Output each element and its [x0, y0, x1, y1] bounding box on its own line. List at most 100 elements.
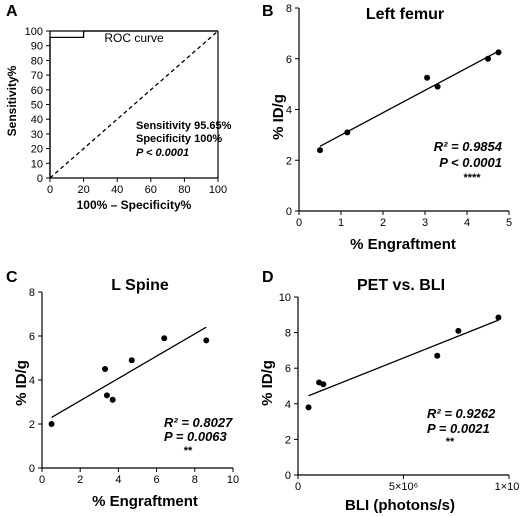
panel-a-title: ROC curve	[104, 31, 164, 45]
panel-c-x-tick-label: 8	[192, 474, 198, 486]
panel-d-annotation-r2: R² = 0.9262	[427, 406, 496, 421]
panel-c-title: L Spine	[111, 277, 169, 294]
panel-d-y-tick-label: 0	[285, 470, 291, 482]
panel-c-annotation-r2: R² = 0.8027	[164, 415, 233, 430]
panel-d-y-tick-label: 8	[285, 328, 291, 340]
panel-d-data-point	[434, 352, 441, 359]
panel-a-ylabel: Sensitivity%	[5, 65, 19, 136]
panel-a-annotation-specificity: Specificity 100%	[136, 133, 222, 145]
panel-d-title: PET vs. BLI	[357, 277, 445, 294]
panel-d-annotation-stars: **	[446, 436, 455, 448]
panel-c-data-point	[161, 335, 168, 342]
panel-a-y-tick-label: 30	[31, 129, 43, 141]
panel-d-regression-line	[308, 319, 499, 397]
panel-a-y-tick-label: 40	[31, 114, 43, 126]
panel-c-letter: C	[6, 269, 18, 286]
panel-a-x-tick-label: 100	[209, 184, 227, 196]
panel-b-x-tick-label: 4	[464, 217, 470, 229]
panel-c-regression-line	[51, 326, 207, 418]
panel-a-roc: A ROC curve Sensitivity% 100% – Specific…	[5, 3, 232, 212]
panel-b-letter: B	[262, 3, 274, 20]
panel-d-y-tick-label: 10	[279, 292, 291, 304]
panel-d-x-tick-label: 1×10⁷	[495, 481, 520, 493]
panel-d-ylabel: % ID/g	[259, 360, 276, 406]
panel-b-data-point	[485, 55, 491, 62]
panel-b-x-tick-label: 2	[380, 217, 386, 229]
panel-c-x-tick-label: 10	[227, 474, 239, 486]
panel-c-data-point	[109, 396, 116, 403]
panel-c-data-point	[103, 392, 110, 399]
panel-d-letter: D	[262, 269, 274, 286]
reference-diagonal-line	[49, 30, 219, 179]
panel-c-x-tick-label: 4	[115, 474, 121, 486]
panel-c-l-spine: C L Spine % ID/g % Engraftment R² = 0.80…	[6, 269, 239, 510]
panel-a-y-tick-label: 0	[37, 173, 43, 185]
panel-b-data-point	[317, 147, 323, 154]
panel-c-y-tick-label: 0	[29, 463, 35, 475]
panel-a-letter: A	[6, 3, 18, 20]
panel-b-y-tick-label: 4	[286, 105, 292, 117]
panel-a-y-tick-label: 20	[31, 144, 43, 156]
panel-c-annotation-stars: **	[184, 445, 193, 457]
panel-a-x-tick-label: 0	[47, 184, 53, 196]
panel-b-annotation-r2: R² = 0.9854	[434, 139, 503, 154]
panel-b-x-tick-label: 1	[338, 217, 344, 229]
panel-d-y-tick-label: 2	[285, 434, 291, 446]
panel-d-y-tick-label: 6	[285, 363, 291, 375]
panel-d-data-point	[495, 314, 502, 321]
panel-b-annotation-stars: ****	[463, 172, 481, 184]
panel-c-annotation-pvalue: P = 0.0063	[164, 429, 228, 444]
panel-c-x-tick-label: 2	[77, 474, 83, 486]
panel-b-title: Left femur	[366, 6, 444, 23]
panel-b-y-tick-label: 6	[286, 54, 292, 66]
panel-a-y-tick-label: 50	[31, 100, 43, 112]
panel-a-y-tick-label: 70	[31, 70, 43, 82]
panel-a-y-tick-label: 100	[25, 26, 43, 38]
panel-b-x-tick-label: 5	[506, 217, 512, 229]
panel-b-data-point	[495, 49, 502, 56]
panel-b-y-tick-label: 2	[286, 155, 292, 167]
panel-c-x-tick-label: 0	[39, 474, 45, 486]
panel-d-x-tick-label: 0	[295, 481, 301, 493]
panel-c-xlabel: % Engraftment	[92, 493, 198, 510]
panel-c-data-point	[128, 357, 135, 364]
panel-d-data-point	[305, 404, 312, 411]
panel-b-ylabel: % ID/g	[270, 94, 287, 140]
panel-b-x-tick-label: 0	[296, 217, 302, 229]
panel-b-data-point	[434, 83, 441, 90]
panel-a-y-tick-label: 80	[31, 55, 43, 67]
panel-c-data-point	[203, 337, 210, 344]
panel-c-data-point	[102, 366, 109, 372]
panel-d-annotation-pvalue: P = 0.0021	[427, 421, 490, 436]
panel-b-left-femur: B Left femur % ID/g % Engraftment R² = 0…	[262, 3, 512, 253]
panel-a-x-tick-label: 40	[111, 184, 123, 196]
panel-a-annotation-sensitivity: Sensitivity 95.65%	[136, 120, 232, 132]
panel-c-ylabel: % ID/g	[13, 360, 30, 406]
panel-a-xlabel: 100% – Specificity%	[77, 198, 192, 212]
panel-d-y-tick-label: 4	[285, 399, 291, 411]
panel-d-x-tick-label: 5×10⁶	[389, 481, 418, 493]
panel-c-y-tick-label: 2	[29, 419, 35, 431]
panel-a-y-tick-label: 90	[31, 41, 43, 53]
panel-a-y-tick-label: 10	[31, 158, 43, 170]
panel-b-y-tick-label: 0	[286, 206, 292, 218]
panel-c-y-tick-label: 8	[29, 287, 35, 299]
roc-curve-line	[49, 30, 218, 178]
panel-d-data-point	[320, 381, 327, 388]
panel-c-y-tick-label: 6	[29, 331, 35, 343]
panel-c-x-tick-label: 6	[154, 474, 160, 486]
panel-c-data-point	[48, 421, 55, 427]
panel-a-annotation-pvalue: P < 0.0001	[136, 147, 189, 159]
panel-d-xlabel: BLI (photons/s)	[345, 497, 455, 514]
panel-b-regression-line	[319, 50, 499, 147]
panel-d-data-point	[455, 327, 462, 334]
panel-d-pet-vs-bli: D PET vs. BLI % ID/g BLI (photons/s) R² …	[259, 269, 520, 514]
panel-b-xlabel: % Engraftment	[350, 236, 456, 253]
panel-a-y-tick-label: 60	[31, 85, 43, 97]
panel-b-y-tick-label: 8	[286, 3, 292, 15]
panel-c-y-tick-label: 4	[29, 375, 35, 387]
panel-b-data-point	[344, 129, 351, 136]
panel-a-x-tick-label: 60	[145, 184, 157, 196]
panel-a-x-tick-label: 80	[178, 184, 190, 196]
